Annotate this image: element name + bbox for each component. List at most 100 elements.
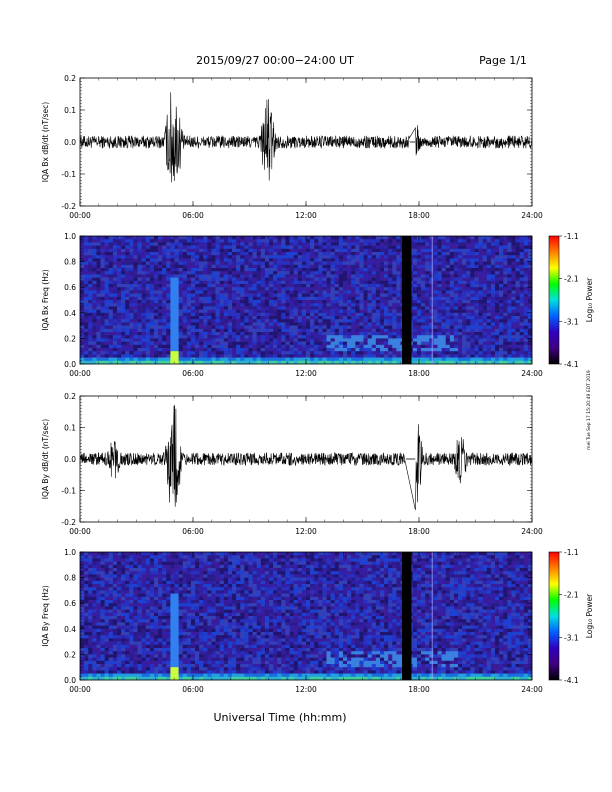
heatmap-cell — [293, 284, 299, 288]
heatmap-cell — [186, 258, 192, 262]
heatmap-cell — [232, 309, 237, 314]
heatmap-cell — [264, 341, 270, 346]
heatmap-cell — [293, 248, 299, 253]
heatmap-cell — [359, 264, 364, 269]
heatmap-cell — [211, 264, 216, 269]
heatmap-cell — [207, 360, 212, 365]
heatmap-cell — [190, 268, 196, 272]
heatmap-cell — [318, 252, 323, 256]
heatmap-cell — [310, 357, 315, 362]
heatmap-cell — [503, 261, 508, 266]
heatmap-cell — [293, 319, 299, 323]
heatmap-cell — [495, 258, 500, 262]
heatmap-cell — [100, 242, 105, 246]
heatmap-cell — [108, 290, 114, 294]
heatmap-cell — [507, 316, 512, 320]
heatmap-cell — [429, 357, 434, 362]
heatmap-cell — [207, 236, 212, 240]
heatmap-cell — [219, 351, 225, 355]
heatmap-cell — [260, 239, 266, 243]
heatmap-cell — [182, 332, 188, 336]
heatmap-cell — [306, 357, 311, 362]
heatmap-cell — [519, 338, 525, 342]
heatmap-cell — [375, 284, 381, 288]
heatmap-cell — [412, 316, 418, 320]
heatmap-cell — [306, 335, 311, 339]
heatmap-cell — [92, 271, 97, 275]
heatmap-cell — [297, 335, 303, 339]
heatmap-cell — [256, 274, 262, 278]
heatmap-cell — [478, 360, 483, 365]
heatmap-cell — [80, 261, 85, 266]
heatmap-cell — [125, 268, 130, 272]
heatmap-cell — [334, 338, 340, 342]
heatmap-cell — [433, 258, 438, 262]
heatmap-cell — [375, 236, 381, 240]
heatmap-cell — [441, 290, 447, 294]
heatmap-cell — [236, 341, 241, 346]
heatmap-cell — [285, 300, 290, 304]
heatmap-cell — [190, 245, 196, 250]
heatmap-cell — [314, 274, 319, 278]
heatmap-cell — [375, 300, 381, 304]
heatmap-cell — [133, 252, 138, 256]
heatmap-cell — [240, 293, 245, 298]
heatmap-cell — [478, 338, 483, 342]
y-tick-label: 0.8 — [64, 258, 76, 267]
heatmap-cell — [215, 348, 221, 352]
heatmap-cell — [458, 284, 463, 288]
heatmap-cell — [166, 258, 171, 262]
heatmap-cell — [96, 303, 101, 307]
heatmap-cell — [269, 242, 274, 246]
heatmap-cell — [482, 341, 488, 346]
heatmap-cell — [149, 258, 155, 262]
heatmap-cell — [186, 245, 192, 250]
heatmap-cell — [375, 277, 381, 282]
heatmap-cell — [478, 332, 483, 336]
heatmap-cell — [486, 258, 492, 262]
heatmap-cell — [342, 239, 348, 243]
heatmap-cell — [80, 673, 85, 678]
heatmap-cell — [264, 348, 270, 352]
heatmap-cell — [375, 316, 381, 320]
heatmap-cell — [384, 284, 389, 288]
heatmap-cell — [330, 258, 336, 262]
heatmap-cell — [219, 325, 225, 330]
heatmap-cell — [306, 252, 311, 256]
heatmap-cell — [227, 312, 233, 317]
heatmap-cell — [445, 280, 451, 285]
heatmap-cell — [314, 309, 319, 314]
heatmap-cell — [474, 290, 479, 294]
heatmap-cell — [490, 280, 496, 285]
heatmap-cell — [121, 322, 126, 326]
heatmap-cell — [503, 348, 508, 352]
heatmap-cell — [453, 252, 459, 256]
heatmap-cell — [482, 319, 488, 323]
heatmap-cell — [149, 322, 155, 326]
heatmap-cell — [425, 248, 430, 253]
heatmap-cell — [162, 344, 167, 349]
heatmap-cell — [511, 341, 516, 346]
heatmap-cell — [503, 303, 508, 307]
heatmap-cell — [248, 303, 253, 307]
heatmap-cell — [84, 332, 89, 336]
heatmap-cell — [116, 290, 122, 294]
heatmap-cell — [260, 287, 266, 291]
heatmap-cell — [108, 239, 114, 243]
heatmap-cell — [100, 296, 105, 301]
heatmap-cell — [507, 271, 512, 275]
heatmap-cell — [441, 264, 447, 269]
heatmap-cell — [511, 258, 516, 262]
heatmap-cell — [293, 287, 299, 291]
heatmap-cell — [462, 306, 467, 310]
heatmap-cell — [453, 264, 459, 269]
heatmap-cell — [137, 303, 142, 307]
heatmap-cell — [186, 261, 192, 266]
heatmap-cell — [355, 293, 360, 298]
heatmap-cell — [240, 344, 245, 349]
heatmap-cell — [359, 335, 364, 339]
heatmap-cell — [215, 338, 221, 342]
heatmap-cell — [153, 268, 159, 272]
heatmap-cell — [429, 300, 434, 304]
heatmap-cell — [125, 338, 130, 342]
